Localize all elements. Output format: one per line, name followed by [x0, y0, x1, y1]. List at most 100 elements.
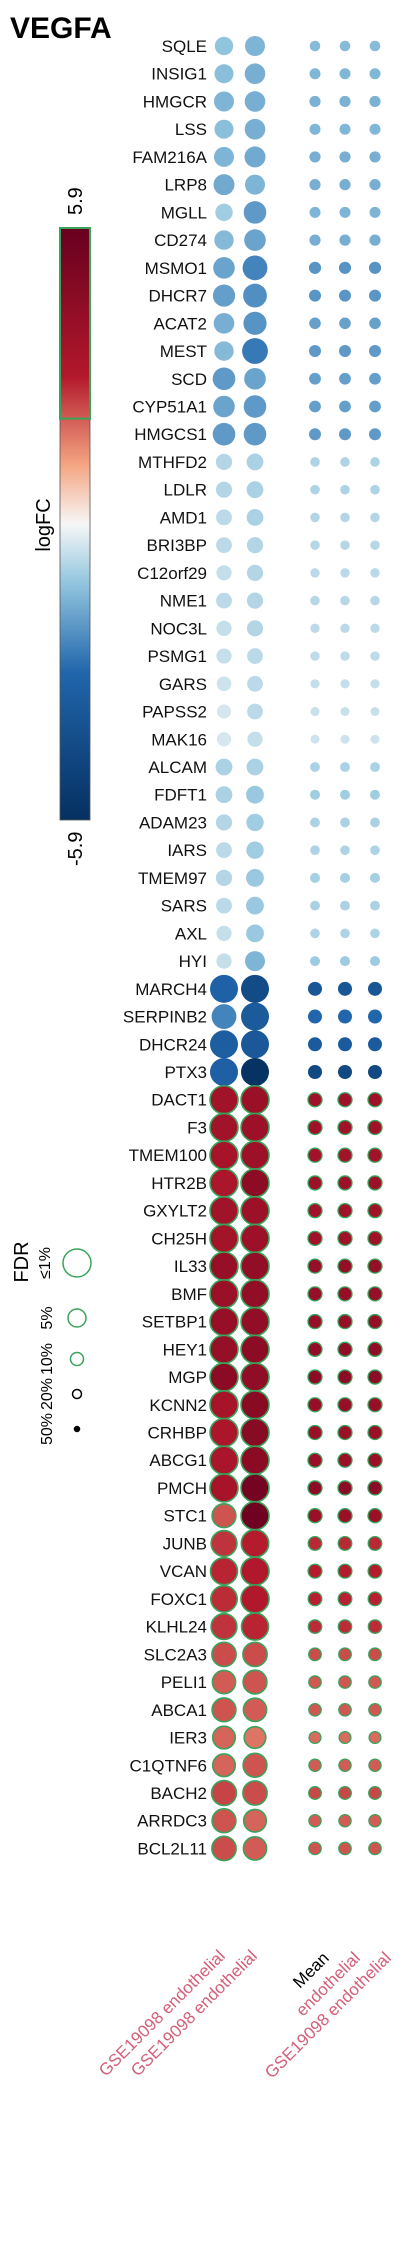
dot-sample-2: [247, 731, 263, 747]
dot-sample-1: [214, 230, 234, 250]
dot-mean-3: [369, 345, 381, 358]
dot-sample-2: [247, 675, 263, 692]
dot-mean-3: [370, 734, 380, 744]
dot-mean-1: [308, 1065, 322, 1080]
dot-mean-1: [309, 151, 321, 163]
dot-sample-2: [242, 1669, 268, 1695]
dot-mean-3: [370, 789, 380, 800]
gene-label: MGP: [168, 1368, 207, 1387]
dot-mean-2: [337, 1119, 353, 1136]
gene-label: ALCAM: [148, 758, 207, 777]
dot-mean-1: [307, 1258, 323, 1274]
dot-sample-1: [210, 1058, 238, 1087]
dot-sample-2: [245, 174, 265, 195]
dot-mean-1: [308, 1702, 322, 1717]
dot-sample-1: [213, 257, 235, 279]
dot-sample-1: [209, 1223, 239, 1254]
dot-sample-2: [240, 1334, 270, 1365]
dot-sample-1: [214, 146, 234, 167]
dot-sample-2: [246, 924, 264, 943]
fdr-level-label: 5%: [39, 1306, 56, 1329]
dot-sample-2: [243, 422, 267, 446]
gene-label: KCNN2: [149, 1396, 207, 1415]
colorbar-min-label: -5.9: [65, 832, 87, 866]
dot-mean-2: [340, 789, 350, 800]
dot-mean-3: [370, 512, 380, 523]
dot-sample-1: [216, 537, 232, 554]
dot-mean-1: [307, 1119, 323, 1136]
gene-label: PTX3: [164, 1063, 207, 1082]
dot-mean-3: [367, 1203, 383, 1219]
dot-sample-2: [240, 1112, 270, 1143]
gene-label: SETBP1: [142, 1313, 207, 1332]
dot-mean-1: [310, 817, 320, 828]
dot-mean-1: [307, 1397, 323, 1413]
dot-sample-2: [241, 1002, 269, 1031]
dot-mean-1: [310, 595, 320, 606]
gene-label: BCL2L11: [137, 1839, 207, 1858]
dot-mean-3: [370, 900, 380, 911]
dot-mean-3: [369, 289, 381, 302]
dot-mean-1: [308, 981, 322, 996]
dot-sample-2: [240, 1279, 270, 1309]
gene-label: HMGCS1: [134, 425, 207, 444]
dot-sample-2: [242, 338, 268, 364]
dot-sample-1: [209, 1473, 239, 1503]
dot-mean-2: [337, 1147, 353, 1163]
dot-mean-3: [368, 1758, 382, 1773]
dot-sample-2: [246, 896, 264, 915]
dot-sample-1: [210, 1612, 238, 1641]
dot-mean-1: [309, 123, 321, 135]
dot-mean-2: [337, 1286, 353, 1302]
dot-mean-2: [340, 762, 350, 772]
gene-label: NME1: [160, 592, 207, 611]
dot-sample-2: [246, 620, 264, 637]
dot-sample-1: [215, 453, 233, 471]
dot-sample-1: [212, 284, 236, 307]
dot-mean-1: [307, 1341, 323, 1357]
gene-label: F3: [187, 1118, 207, 1137]
gene-label: TMEM97: [138, 869, 207, 888]
dot-mean-1: [310, 707, 320, 717]
gene-label: FOXC1: [150, 1590, 207, 1609]
dot-mean-2: [338, 261, 352, 274]
gene-label: TMEM100: [129, 1146, 207, 1165]
dot-mean-1: [310, 872, 320, 883]
dot-mean-2: [339, 151, 351, 163]
dot-mean-2: [339, 234, 351, 246]
dot-sample-2: [246, 453, 264, 471]
dot-mean-2: [338, 1675, 352, 1689]
dot-mean-3: [367, 1286, 383, 1302]
gene-label: BRI3BP: [147, 536, 207, 555]
dot-mean-1: [308, 1675, 322, 1689]
dot-mean-2: [340, 707, 350, 717]
dot-sample-1: [214, 36, 234, 56]
dot-mean-1: [309, 345, 321, 358]
dot-sample-2: [242, 1641, 268, 1668]
dot-mean-1: [307, 1508, 323, 1524]
dot-sample-2: [240, 1500, 270, 1531]
dot-mean-3: [368, 1009, 382, 1024]
dot-sample-1: [210, 1030, 238, 1059]
dot-mean-2: [340, 956, 350, 967]
dot-mean-1: [307, 1535, 323, 1551]
dot-sample-1: [213, 395, 235, 418]
dot-mean-1: [310, 928, 320, 939]
dot-sample-1: [209, 1112, 239, 1143]
dot-mean-3: [367, 1369, 383, 1385]
gene-label: CD274: [154, 231, 207, 250]
dot-sample-2: [240, 1223, 270, 1254]
dot-mean-2: [338, 981, 352, 996]
dot-mean-2: [338, 1065, 352, 1080]
gene-label: MAK16: [151, 730, 207, 749]
dot-sample-1: [214, 119, 234, 139]
gene-label: SQLE: [162, 37, 207, 56]
dot-mean-3: [370, 817, 380, 828]
dot-mean-3: [368, 981, 382, 996]
dot-sample-2: [246, 758, 264, 776]
dot-sample-2: [245, 36, 265, 56]
dot-mean-3: [367, 1563, 383, 1579]
dot-mean-1: [309, 400, 321, 413]
dot-sample-2: [246, 509, 264, 526]
